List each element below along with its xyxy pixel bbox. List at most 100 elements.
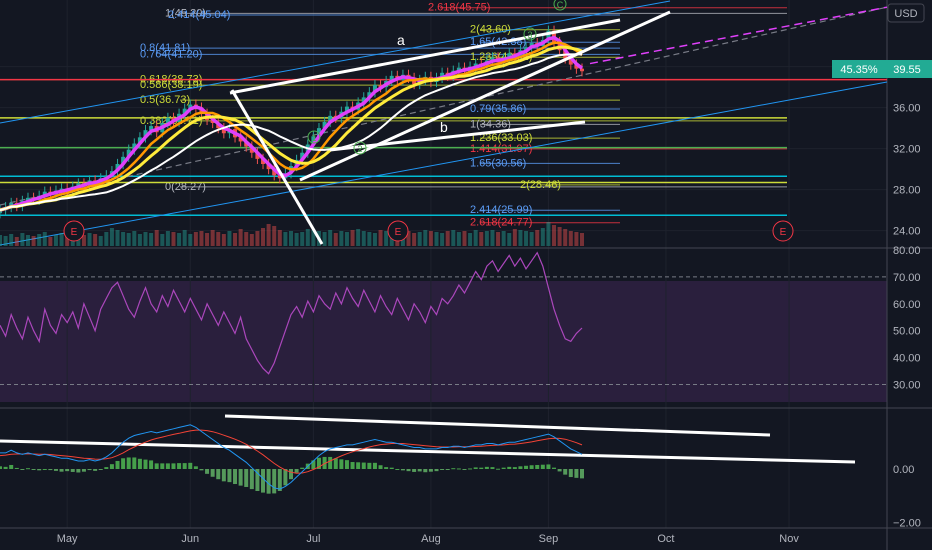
volume-bar-32	[177, 233, 182, 246]
macd-hist-19	[104, 467, 109, 469]
volume-bar-68	[378, 230, 383, 246]
candle-body-98	[546, 30, 551, 40]
macd-hist-13	[70, 469, 75, 472]
macd-hist-40	[221, 469, 226, 482]
macd-hist-50	[277, 469, 282, 491]
fib-label-10: 0.5(36.73)	[140, 94, 190, 106]
macd-hist-1	[3, 466, 8, 469]
volume-bar-82	[456, 232, 461, 246]
candle-body-25	[137, 137, 142, 144]
candle-body-70	[389, 75, 394, 81]
macd-hist-77	[428, 469, 433, 472]
macd-hist-81	[451, 468, 456, 470]
macd-hist-63	[350, 462, 355, 469]
macd-hist-53	[294, 469, 299, 473]
macd-hist-7	[37, 469, 42, 471]
macd-hist-3	[14, 467, 19, 469]
candle-body-47	[261, 158, 266, 164]
earnings-marker-0	[63, 220, 85, 242]
macd-hist-41	[227, 469, 232, 483]
macd-hist-8	[42, 469, 47, 470]
wave-label-C: C	[557, 0, 564, 10]
volume-bar-19	[104, 232, 109, 246]
candle-body-22	[121, 156, 126, 164]
volume-bar-74	[412, 233, 417, 246]
volume-bar-58	[322, 232, 327, 246]
fib-label-13: 1(34.36)	[470, 118, 511, 130]
trend-lines[interactable]	[0, 10, 856, 464]
rsi-tick-4: 70.00	[893, 272, 921, 284]
candle-body-62	[344, 106, 349, 112]
volume-bar-37	[205, 233, 210, 246]
fib-label-15: 1.414(31.97)	[470, 143, 532, 155]
macd-hist-56	[311, 460, 316, 469]
candle-body-40	[221, 128, 226, 134]
volume-bar-16	[87, 233, 92, 246]
rsi-tick-5: 80.00	[893, 245, 921, 257]
fib-label-18: 2.414(25.99)	[470, 204, 532, 216]
macd-hist-60	[333, 458, 338, 469]
macd-hist-75	[417, 469, 422, 472]
macd-hist-20	[109, 464, 114, 469]
macd-hist-90	[501, 467, 506, 469]
macd-hist-24	[132, 457, 137, 469]
macd-hist-96	[535, 464, 540, 469]
macd-tick-1: −2.00	[893, 518, 921, 530]
macd-panel[interactable]	[0, 424, 584, 494]
macd-hist-91	[507, 466, 512, 469]
volume-bar-64	[356, 229, 361, 246]
macd-hist-67	[372, 462, 377, 469]
projection-dashed	[589, 6, 888, 65]
volume-bar-62	[344, 232, 349, 246]
volume-bar-5	[25, 235, 30, 246]
x-tick-3: Aug	[421, 533, 441, 545]
macd-hist-103	[574, 469, 579, 478]
volume-bar-51	[283, 232, 288, 246]
volume-bar-45	[249, 234, 254, 246]
rsi-tick-3: 60.00	[893, 299, 921, 311]
macd-hist-68	[378, 465, 383, 469]
volume-bar-66	[367, 232, 372, 246]
volume-bar-22	[121, 232, 126, 246]
fib-label-19: 2.618(24.77)	[470, 217, 532, 229]
volume-bar-48	[266, 224, 271, 246]
earnings-label-1: E	[395, 227, 402, 238]
macd-hist-25	[137, 458, 142, 469]
rsi-band	[0, 281, 887, 402]
volume-bar-23	[126, 233, 131, 246]
currency-box[interactable]	[887, 3, 925, 23]
macd-hist-95	[529, 465, 534, 469]
candle-body-79	[440, 72, 445, 78]
macd-hist-64	[356, 462, 361, 469]
candle-body-23	[126, 149, 131, 157]
volume-bar-0	[0, 235, 2, 246]
macd-hist-83	[462, 469, 467, 470]
candle-body-5	[25, 197, 30, 201]
volume-bars	[0, 222, 584, 246]
macd-hist-5	[25, 468, 30, 470]
macd-hist-87	[484, 466, 489, 469]
volume-bar-6	[31, 236, 36, 246]
macd-hist-104	[580, 469, 584, 479]
volume-bar-35	[193, 232, 198, 246]
fib-label-14: 1.236(33.03)	[470, 132, 532, 144]
volume-bar-4	[20, 233, 25, 246]
macd-hist-44	[244, 469, 249, 487]
wave-circle-5	[553, 0, 567, 11]
fib-label-1: 2.618(45.75)	[428, 2, 490, 14]
rsi-panel[interactable]	[0, 251, 583, 375]
volume-bar-91	[507, 233, 512, 246]
volume-bar-87	[484, 231, 489, 246]
volume-bar-77	[428, 231, 433, 246]
volume-bar-92	[512, 229, 517, 246]
macd-hist-94	[524, 465, 529, 469]
ma-mid-orange	[0, 41, 583, 212]
trend-line-wedge-top	[229, 18, 621, 95]
macd-hist-99	[552, 467, 557, 469]
macd-hist-76	[423, 469, 428, 473]
volume-bar-7	[37, 234, 42, 246]
candle-body-48	[266, 164, 271, 170]
volume-bar-67	[372, 233, 377, 246]
